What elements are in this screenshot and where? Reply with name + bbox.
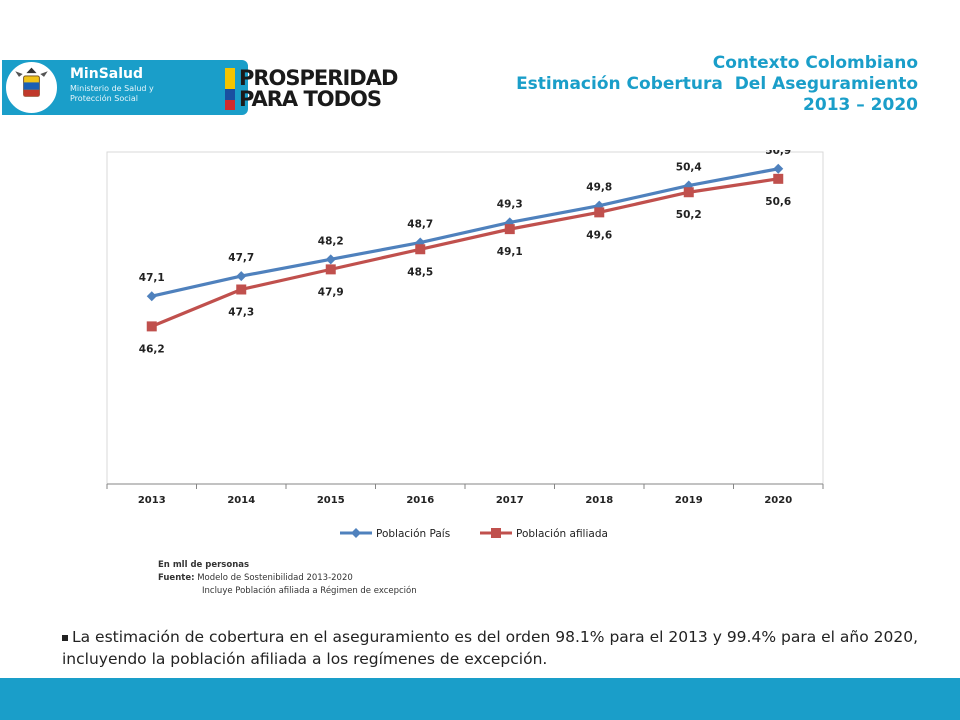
data-point xyxy=(504,224,515,235)
x-tick-label: 2019 xyxy=(675,495,703,506)
legend-marker xyxy=(351,528,361,538)
data-label: 50,4 xyxy=(676,162,702,174)
data-label: 48,5 xyxy=(407,266,433,278)
title-line-1: Contexto Colombiano xyxy=(712,53,918,73)
prosperidad-logo: PROSPERIDAD PARA TODOS xyxy=(225,66,405,112)
x-tick-label: 2014 xyxy=(227,495,255,506)
unit-note: En mll de personas xyxy=(158,560,250,570)
data-label: 50,6 xyxy=(765,196,791,208)
data-label: 46,2 xyxy=(139,343,165,355)
data-label: 50,2 xyxy=(676,209,702,221)
data-label: 49,6 xyxy=(586,229,612,241)
x-tick-label: 2013 xyxy=(138,495,166,506)
data-label: 47,1 xyxy=(139,272,165,284)
ppt-line1: PROSPERIDAD xyxy=(239,66,398,90)
flag-stripes-icon xyxy=(225,68,235,110)
data-label: 49,8 xyxy=(586,182,612,194)
title-line-2: Estimación Cobertura Del Aseguramiento xyxy=(516,74,918,94)
data-point xyxy=(594,207,605,218)
data-point xyxy=(236,271,247,282)
footer-bar xyxy=(0,678,960,720)
data-point xyxy=(325,254,336,265)
x-tick-label: 2017 xyxy=(496,495,524,506)
bullet-square-icon xyxy=(62,634,68,641)
plot-area xyxy=(106,151,824,485)
x-tick-label: 2015 xyxy=(317,495,345,506)
data-point xyxy=(683,187,694,198)
data-label: 49,1 xyxy=(497,246,523,258)
legend-label: Población País xyxy=(376,528,450,540)
data-point xyxy=(146,291,157,302)
summary-text: La estimación de cobertura en el asegura… xyxy=(62,628,918,668)
legend-marker xyxy=(491,528,501,538)
data-label: 48,7 xyxy=(407,219,433,231)
data-point xyxy=(146,321,157,332)
x-tick-label: 2018 xyxy=(585,495,613,506)
summary-bullet: La estimación de cobertura en el asegura… xyxy=(62,626,922,670)
series-line xyxy=(151,167,779,298)
series-line xyxy=(151,177,779,328)
data-label: 47,9 xyxy=(318,286,344,298)
data-label: 47,3 xyxy=(228,306,254,318)
data-point xyxy=(773,163,784,174)
x-tick-label: 2016 xyxy=(406,495,434,506)
legend-label: Población afiliada xyxy=(516,528,608,540)
chart-notes: En mll de personas Fuente: Modelo de Sos… xyxy=(158,559,417,598)
data-label: 48,2 xyxy=(318,235,344,247)
page-title: Contexto Colombiano Estimación Cobertura… xyxy=(516,53,918,116)
source-label: Fuente: xyxy=(158,573,195,583)
data-point xyxy=(415,244,426,255)
data-point xyxy=(325,264,336,275)
coverage-line-chart: 2013 2014 2015 2016 2017 2018 2019 2020 47,1 47,7… xyxy=(106,150,824,540)
title-line-3: 2013 – 2020 xyxy=(803,95,918,115)
source-extra: Incluye Población afiliada a Régimen de … xyxy=(202,586,417,596)
x-tick-label: 2020 xyxy=(764,495,792,506)
data-point xyxy=(773,173,784,184)
data-label: 50,9 xyxy=(765,150,791,157)
data-label: 47,7 xyxy=(228,252,254,264)
minsalud-name: MinSalud xyxy=(70,66,144,82)
minsalud-subtitle: Ministerio de Salud y Protección Social xyxy=(70,84,154,103)
ppt-line2: PARA TODOS xyxy=(239,87,382,111)
colombia-seal-icon xyxy=(4,60,59,115)
data-point xyxy=(236,284,247,295)
source-text: Modelo de Sostenibilidad 2013-2020 xyxy=(197,573,353,583)
data-point xyxy=(594,200,605,211)
data-label: 49,3 xyxy=(497,198,523,210)
